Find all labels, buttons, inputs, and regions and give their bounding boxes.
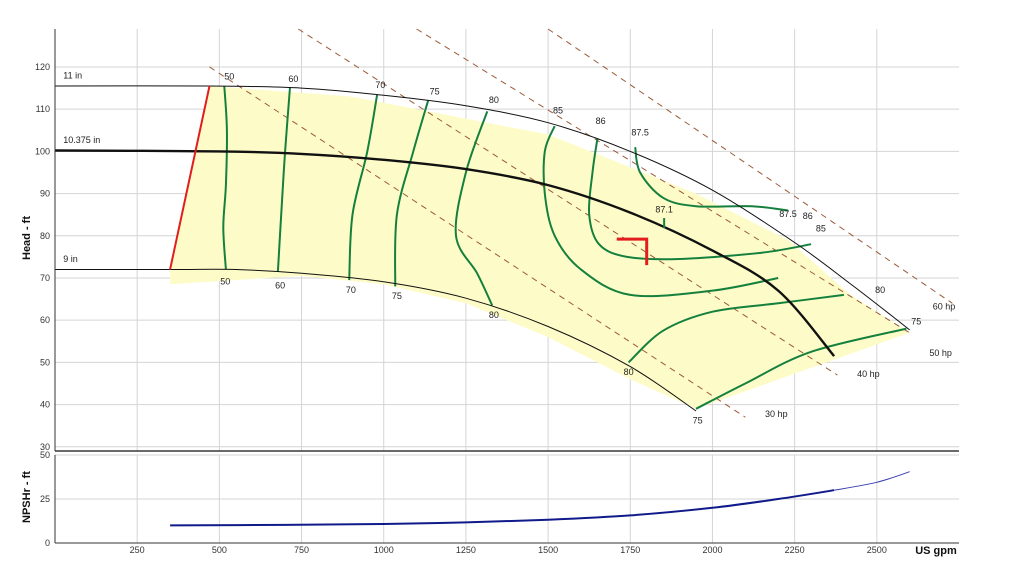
efficiency-label: 80: [624, 367, 634, 377]
efficiency-label: 85: [553, 105, 563, 115]
head-y-tick-label: 110: [36, 104, 50, 114]
efficiency-contour: [587, 138, 812, 261]
efficiency-label: 80: [489, 95, 499, 105]
head-y-tick-label: 60: [40, 315, 50, 325]
efficiency-label: 85: [816, 224, 826, 234]
x-tick-label: 500: [212, 545, 227, 555]
power-line-label: 60 hp: [933, 302, 956, 312]
x-tick-label: 1000: [374, 545, 394, 555]
npshr-y-tick-label: 25: [40, 494, 50, 504]
power-line: [297, 28, 838, 376]
head-y-tick-label: 50: [40, 357, 50, 367]
power-line: [416, 28, 910, 334]
efficiency-label: 86: [596, 116, 606, 126]
efficiency-label: 60: [288, 74, 298, 84]
efficiency-label: 75: [911, 316, 921, 326]
npshr-y-tick-label: 50: [40, 450, 50, 460]
head-y-tick-label: 100: [35, 146, 50, 156]
x-tick-label: 2000: [702, 545, 722, 555]
npshr-panel: 0 25 50 250 500 750 1000 1250 1500 1750 2000 2250 25…: [40, 450, 959, 555]
x-tick-label: 1500: [538, 545, 558, 555]
head-y-tick-label: 90: [40, 189, 50, 199]
flow-axis-title: US gpm: [915, 545, 957, 557]
x-tick-label: 2500: [867, 545, 887, 555]
power-line: [547, 28, 953, 304]
efficiency-label: 87.1: [655, 205, 673, 215]
head-y-tick-label: 70: [40, 273, 50, 283]
operating-region: [170, 86, 910, 409]
operating-point-marker: [616, 237, 649, 266]
efficiency-contour: [454, 110, 494, 306]
efficiency-label: 70: [346, 285, 356, 295]
impeller-curve: [54, 85, 911, 331]
efficiency-contour: [634, 147, 789, 212]
efficiency-label: 80: [489, 310, 499, 320]
efficiency-label: 50: [220, 276, 230, 286]
power-line: [209, 66, 746, 418]
x-tick-label: 1250: [456, 545, 476, 555]
head-y-tick-label: 120: [35, 62, 50, 72]
efficiency-label: 87.5: [779, 209, 797, 219]
efficiency-label: 87.5: [631, 127, 649, 137]
impeller-label: 10.375 in: [63, 135, 100, 145]
npshr-axis-title: NPSHr - ft: [21, 471, 33, 523]
head-y-tick-label: 40: [40, 400, 50, 410]
power-line-label: 30 hp: [765, 409, 788, 419]
x-tick-label: 1750: [620, 545, 640, 555]
efficiency-contour: [695, 327, 907, 410]
head-axis-title: Head - ft: [21, 216, 33, 260]
impeller-label: 9 in: [63, 254, 78, 264]
efficiency-label: 60: [275, 281, 285, 291]
npshr-curve: [170, 489, 835, 527]
x-tick-label: 2250: [785, 545, 805, 555]
efficiency-label: 75: [392, 291, 402, 301]
impeller-curve-bep: [54, 149, 836, 357]
efficiency-contour: [222, 85, 228, 270]
x-tick-label: 750: [294, 545, 309, 555]
head-y-tick-label: 30: [40, 442, 50, 452]
x-tick-label: 250: [130, 545, 145, 555]
efficiency-contour: [276, 87, 291, 272]
efficiency-contour: [627, 293, 845, 364]
power-line-label: 50 hp: [929, 348, 952, 358]
impeller-curve: [54, 268, 697, 412]
efficiency-contour: [348, 94, 379, 281]
efficiency-label: 75: [430, 86, 440, 96]
head-y-tick-label: 80: [40, 231, 50, 241]
efficiency-contour: [542, 125, 779, 298]
min-flow-line: [169, 85, 211, 270]
impeller-label: 11 in: [63, 70, 82, 80]
efficiency-label: 80: [875, 285, 885, 295]
efficiency-label: 70: [375, 80, 385, 90]
efficiency-label: 86: [803, 211, 813, 221]
npshr-y-tick-label: 0: [45, 538, 50, 548]
npshr-curve: [834, 471, 910, 491]
power-line-label: 40 hp: [857, 369, 880, 379]
efficiency-label: 75: [693, 416, 703, 426]
efficiency-contour: [394, 100, 430, 287]
efficiency-label: 50: [224, 72, 234, 82]
